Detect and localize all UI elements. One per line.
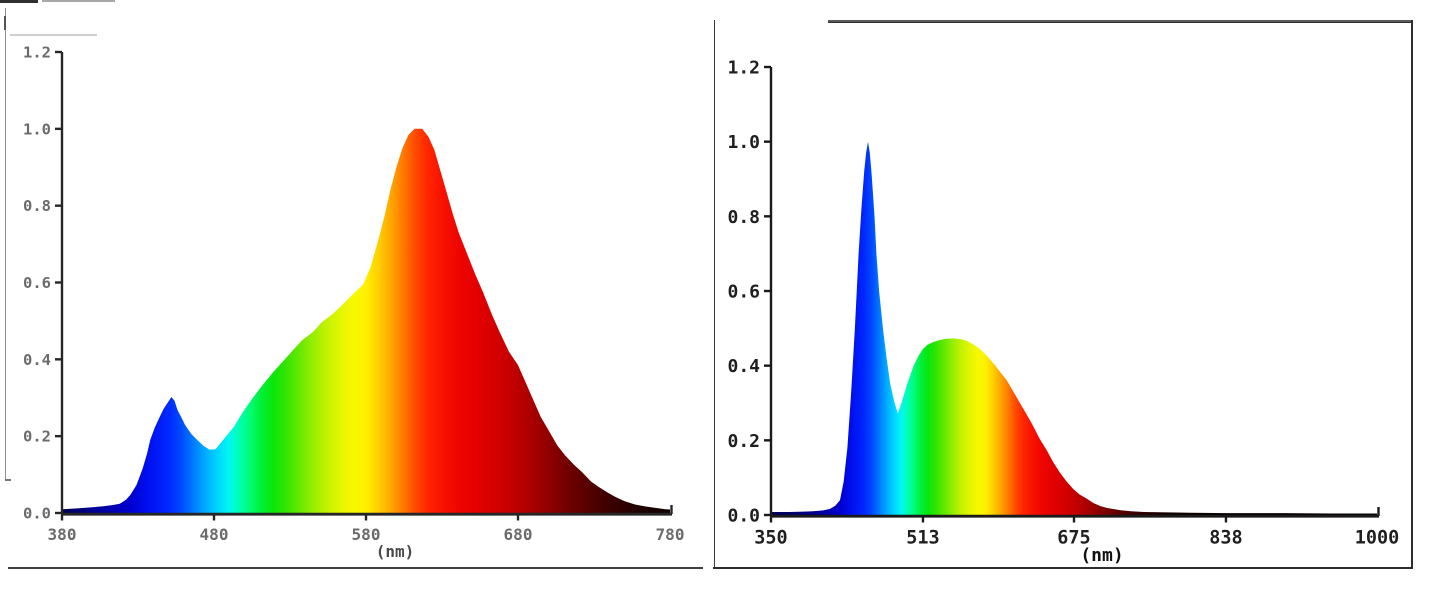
axes xyxy=(764,65,1380,523)
y-tick-label: 0.0 xyxy=(727,505,760,526)
y-tick-label: 1.0 xyxy=(727,132,760,153)
y-tick-label: 0.8 xyxy=(727,207,760,228)
y-tick-label: 0.2 xyxy=(727,431,760,452)
x-tick-label: 580 xyxy=(352,525,381,544)
page-edge-artifact-foot xyxy=(4,479,11,481)
x-axis-unit-label: (nm) xyxy=(1080,545,1123,566)
page-edge-artifact-dark-segment xyxy=(4,16,7,30)
y-tick-label: 0.6 xyxy=(727,281,760,302)
spectral-curve xyxy=(62,128,670,514)
y-tick-label: 0.4 xyxy=(23,351,51,369)
x-tick-label: 480 xyxy=(200,525,229,544)
x-axis-unit-label: (nm) xyxy=(376,542,415,561)
spectral-chart-right: 0.0 0.2 0.4 0.6 0.8 1.0 1.2 350 513 675 838 1000 (nm… xyxy=(727,57,1400,566)
y-tick-label: 0.8 xyxy=(23,197,51,215)
right-chart-frame-bottom xyxy=(713,566,1413,569)
x-tick-label: 675 xyxy=(1057,528,1090,549)
y-tick-label: 0.4 xyxy=(727,356,760,377)
y-tick-label: 1.2 xyxy=(727,57,760,78)
spectral-chart-left: 0.0 0.2 0.4 0.6 0.8 1.0 1.2 380 480 580 680 780 (nm) xyxy=(23,44,685,561)
spectral-curve xyxy=(771,141,1377,515)
right-chart-frame-left xyxy=(713,20,716,568)
page-corner-mark xyxy=(0,0,38,3)
y-tick-label: 0.6 xyxy=(23,274,51,292)
left-chart-underline xyxy=(8,567,703,570)
x-tick-label: 838 xyxy=(1209,528,1242,549)
right-chart-frame-right xyxy=(1410,20,1413,569)
y-tick-label: 1.0 xyxy=(23,120,51,138)
y-tick-label: 1.2 xyxy=(23,44,51,62)
x-tick-label: 350 xyxy=(754,528,787,549)
x-tick-label: 1000 xyxy=(1355,528,1400,549)
x-tick-label: 680 xyxy=(504,525,533,544)
y-tick-label: 0.2 xyxy=(23,428,51,446)
x-tick-label: 780 xyxy=(656,525,685,544)
axes xyxy=(55,50,673,521)
x-tick-label: 513 xyxy=(906,528,939,549)
x-tick-label: 380 xyxy=(48,525,77,544)
page-edge-artifact-line xyxy=(4,8,7,481)
page-corner-mark-light xyxy=(42,0,115,2)
faint-scan-line xyxy=(10,33,97,36)
right-chart-frame-top xyxy=(828,19,1412,24)
y-tick-label: 0.0 xyxy=(23,505,51,523)
